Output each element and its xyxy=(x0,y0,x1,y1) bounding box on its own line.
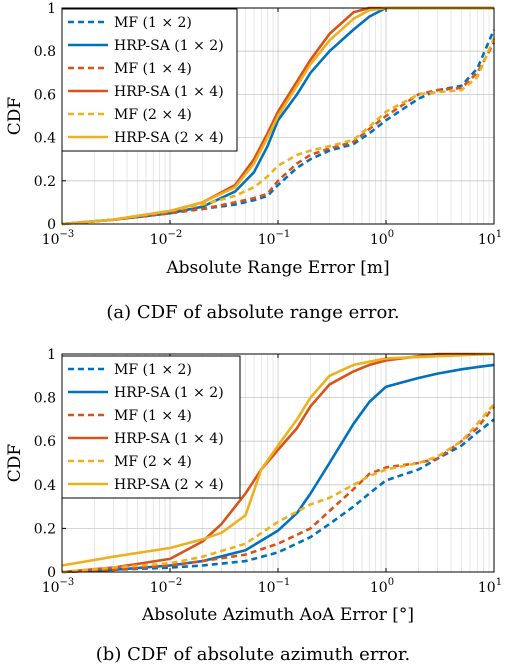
y-tick-label: 0.4 xyxy=(34,131,56,147)
x-tick-label: 100 xyxy=(370,577,394,596)
legend-entry: MF (1 × 4) xyxy=(114,408,192,424)
y-ticks: 0 0.2 0.4 0.6 0.8 1 xyxy=(34,1,66,233)
legend-entry: HRP-SA (1 × 4) xyxy=(114,84,224,100)
y-tick-label: 0 xyxy=(47,217,56,233)
x-axis-label: Absolute Azimuth AoA Error [°] xyxy=(141,605,414,625)
y-ticks: 0 0.2 0.4 0.6 0.8 1 xyxy=(34,347,66,581)
y-tick-label: 0.8 xyxy=(34,391,56,407)
series-line-3 xyxy=(61,41,496,226)
figure-caption: (a) CDF of absolute range error. xyxy=(106,302,399,323)
series-line-6 xyxy=(61,6,494,226)
x-tick-label: 101 xyxy=(478,229,502,248)
x-tick-label: 10−2 xyxy=(150,229,183,248)
chart-2: 10−3 10−2 10−1 100 10100.20.40.60.81Absolute… xyxy=(5,347,502,665)
legend-entry: HRP-SA (2 × 4) xyxy=(114,477,224,493)
y-tick-label: 1 xyxy=(47,347,56,363)
y-axis-label: CDF xyxy=(5,444,25,483)
legend-entry: MF (1 × 2) xyxy=(114,362,192,378)
legend-box xyxy=(61,355,241,499)
x-tick-label: 10−1 xyxy=(258,229,291,248)
series-line-6 xyxy=(61,352,495,567)
series-line-5 xyxy=(61,37,496,226)
legend-entry: HRP-SA (1 × 2) xyxy=(114,385,224,401)
legend-entry: HRP-SA (2 × 4) xyxy=(114,130,224,146)
x-axis-label: Absolute Range Error [m] xyxy=(165,258,389,278)
x-tick-label: 100 xyxy=(370,229,394,248)
y-tick-label: 0.4 xyxy=(34,478,56,494)
y-tick-label: 0.8 xyxy=(34,44,56,60)
y-tick-label: 0.2 xyxy=(34,174,56,190)
x-tick-label: 10−2 xyxy=(150,577,183,596)
series-line-3 xyxy=(61,405,496,574)
series-line-2 xyxy=(61,6,494,226)
legend-entry: MF (2 × 4) xyxy=(114,107,192,123)
y-tick-label: 0 xyxy=(47,565,56,581)
y-tick-label: 0.6 xyxy=(34,87,56,103)
series-line-5 xyxy=(61,403,495,574)
legend-entry: HRP-SA (1 × 4) xyxy=(114,431,224,447)
legend-entry: MF (2 × 4) xyxy=(114,454,192,470)
x-tick-label: 101 xyxy=(478,577,502,596)
legend-entry: MF (1 × 4) xyxy=(114,61,192,77)
series-line-1 xyxy=(61,418,495,574)
y-axis-label: CDF xyxy=(5,97,25,136)
x-tick-label: 10−1 xyxy=(258,577,291,596)
figure-caption: (b) CDF of absolute azimuth error. xyxy=(96,644,410,665)
y-tick-label: 0.2 xyxy=(34,521,56,537)
y-tick-label: 0.6 xyxy=(34,434,56,450)
legend-box xyxy=(61,8,238,152)
legend-entry: MF (1 × 2) xyxy=(114,15,192,31)
legend: MF (1 × 2) HRP-SA (1 × 2) MF (1 × 4) HRP-SA… xyxy=(61,355,241,499)
chart-1: 10−3 10−2 10−1 100 10100.20.40.60.81Absolute… xyxy=(5,1,502,323)
legend-entry: HRP-SA (1 × 2) xyxy=(114,38,224,54)
y-tick-label: 1 xyxy=(47,1,56,17)
legend: MF (1 × 2) HRP-SA (1 × 2) MF (1 × 4) HRP-SA… xyxy=(61,8,238,152)
